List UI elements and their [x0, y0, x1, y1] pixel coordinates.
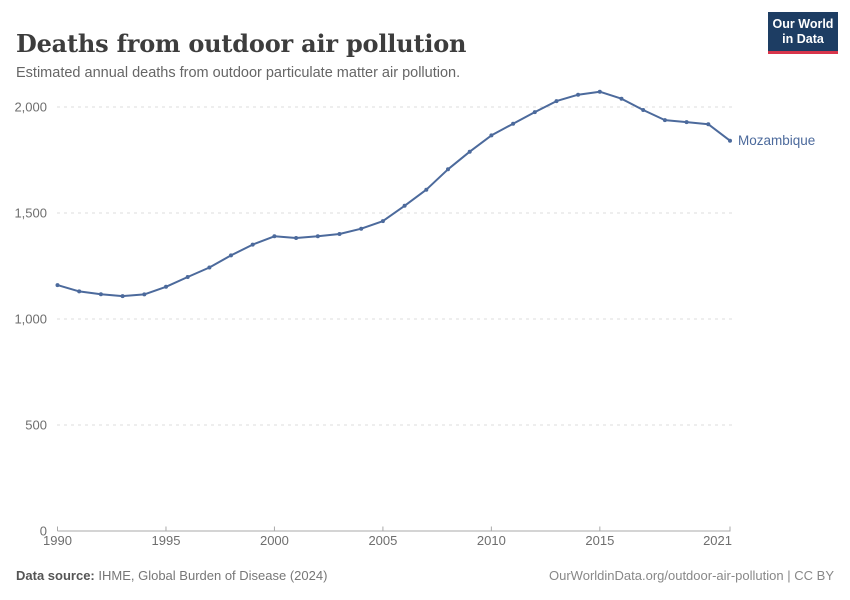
data-point: [337, 232, 342, 236]
data-point: [120, 294, 125, 299]
data-point: [315, 234, 320, 239]
x-axis-label: 2015: [585, 533, 614, 548]
data-point: [424, 187, 429, 192]
data-point: [662, 118, 667, 123]
data-point: [554, 99, 559, 104]
data-point: [164, 284, 168, 289]
x-axis-label: 1995: [152, 533, 181, 548]
y-axis-label: 500: [25, 418, 47, 433]
chart-title: Deaths from outdoor air pollution: [16, 29, 467, 59]
data-point: [641, 108, 646, 112]
chart-footer: Data source: IHME, Global Burden of Dise…: [16, 568, 834, 583]
data-point: [229, 253, 233, 258]
data-point: [55, 283, 60, 288]
data-point: [272, 234, 277, 239]
data-point: [576, 92, 581, 97]
citation-separator-glyph: |: [787, 568, 791, 583]
y-axis-label: 1,500: [14, 206, 47, 221]
data-point: [532, 110, 537, 115]
data-point: [142, 292, 147, 297]
data-point: [511, 121, 516, 126]
chart-subtitle: Estimated annual deaths from outdoor par…: [16, 64, 461, 81]
data-point: [597, 89, 602, 94]
data-point: [402, 203, 407, 208]
data-point: [380, 219, 385, 224]
data-source-value: IHME, Global Burden of Disease (2024): [98, 568, 328, 583]
data-point: [706, 122, 711, 127]
citation-license: CC BY: [794, 568, 834, 583]
data-point: [250, 242, 255, 247]
citation-note: OurWorldinData.org/outdoor-air-pollution…: [549, 568, 834, 583]
series-line-mozambique: [56, 90, 731, 298]
y-axis-label: 1,000: [14, 312, 47, 327]
y-axis-label: 0: [40, 524, 47, 539]
data-point: [359, 226, 364, 231]
y-axis-label: 2,000: [14, 100, 47, 115]
owid-logo[interactable]: Our World in Data: [768, 12, 838, 54]
data-point: [77, 289, 82, 294]
x-axis-label: 2021: [703, 533, 732, 548]
owid-logo-line2: in Data: [782, 31, 824, 46]
data-point: [294, 236, 299, 240]
x-axis-label: 2005: [368, 533, 397, 548]
citation-url[interactable]: OurWorldinData.org/outdoor-air-pollution: [549, 568, 784, 583]
x-axis-label: 2010: [477, 533, 506, 548]
data-point: [619, 96, 624, 101]
data-point: [684, 120, 689, 125]
owid-logo-line1: Our World: [772, 17, 834, 31]
x-axis-label: 1990: [43, 533, 72, 548]
data-source-label: Data source:: [16, 568, 95, 583]
data-point: [489, 133, 494, 138]
data-point: [185, 275, 190, 279]
series-label-mozambique[interactable]: Mozambique: [738, 133, 815, 148]
data-source-note: Data source: IHME, Global Burden of Dise…: [16, 568, 327, 583]
data-point: [446, 167, 450, 172]
data-point: [98, 292, 103, 297]
data-point: [728, 138, 732, 143]
data-point: [467, 149, 472, 154]
x-axis-label: 2000: [260, 533, 289, 548]
data-point: [207, 265, 212, 270]
